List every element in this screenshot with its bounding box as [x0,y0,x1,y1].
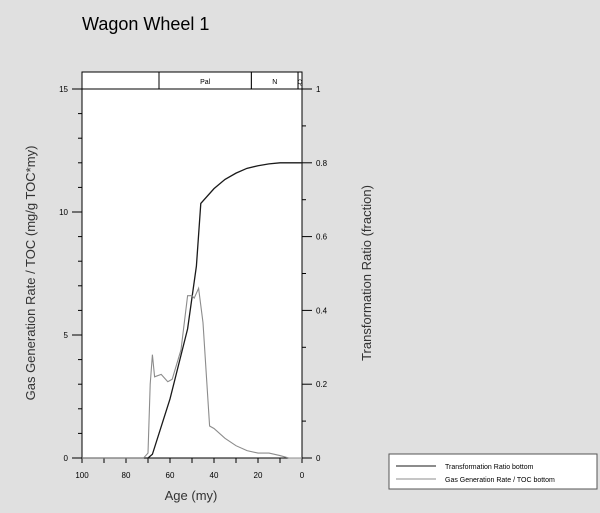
y2-tick-label: 0.8 [316,159,328,168]
chart-title: Wagon Wheel 1 [82,14,209,34]
x-axis-label: Age (my) [165,488,218,503]
x-tick-label: 100 [75,471,89,480]
y2-tick-label: 0 [316,454,321,463]
legend-label-transformation-ratio: Transformation Ratio bottom [445,464,534,471]
y2-tick-label: 0.2 [316,380,328,389]
series-line-transformation-ratio [82,162,302,459]
x-tick-label: 80 [122,471,131,480]
y-tick-label: 0 [64,454,69,463]
y-tick-label: 5 [64,331,69,340]
series-line-gas-generation-rate [82,286,302,459]
y2-tick-label: 1 [316,85,321,94]
x-tick-label: 0 [300,471,305,480]
plot-area [81,88,303,459]
y2-tick-label: 0.4 [316,306,328,315]
y-tick-label: 15 [59,85,68,94]
period-box [81,71,160,90]
x-tick-label: 60 [166,471,175,480]
y2-axis-label: Transformation Ratio (fraction) [359,185,374,361]
period-label: Pal [200,79,211,86]
legend: Transformation Ratio bottom Gas Generati… [388,453,598,490]
y-tick-label: 10 [59,208,68,217]
period-label: Q [298,80,303,86]
y-axis-label: Gas Generation Rate / TOC (mg/g TOC*my) [23,146,38,401]
x-tick-label: 40 [210,471,219,480]
period-label: N [272,79,277,86]
y2-tick-label: 0.6 [316,233,328,242]
legend-label-gas-generation: Gas Generation Rate / TOC bottom [445,477,555,484]
x-tick-label: 20 [254,471,263,480]
